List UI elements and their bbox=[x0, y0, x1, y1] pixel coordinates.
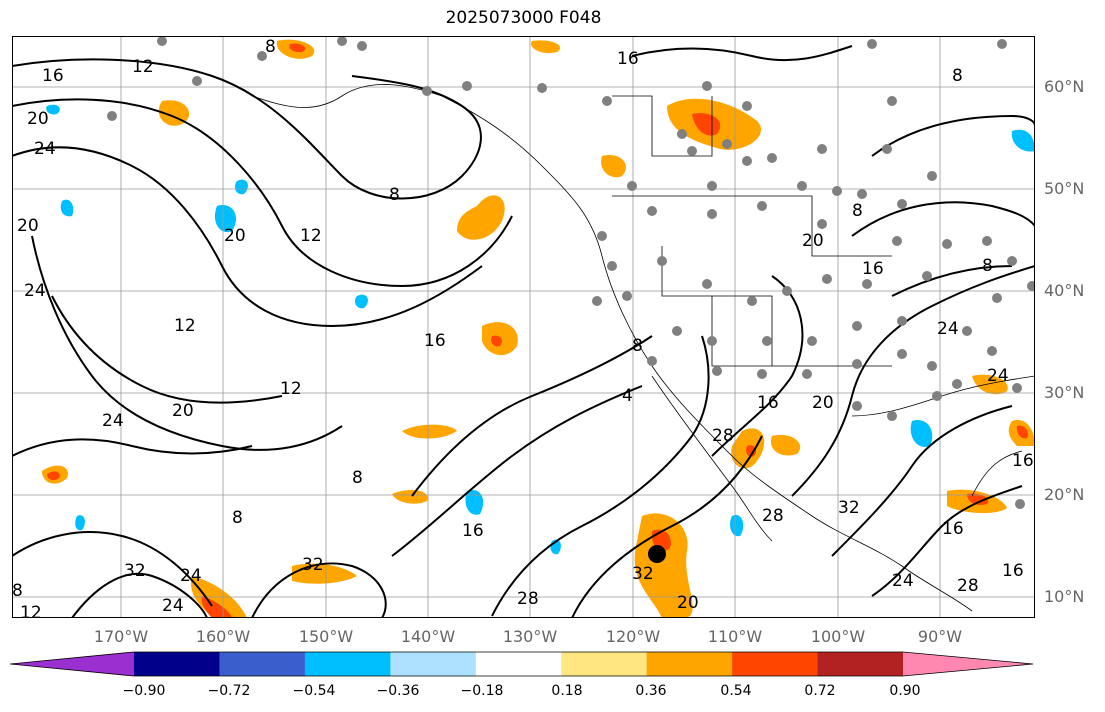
contour-label: 24 bbox=[24, 281, 46, 301]
storm-center-marker bbox=[648, 545, 666, 563]
contour-label: 20 bbox=[17, 216, 39, 236]
colorbar-segment bbox=[561, 652, 648, 676]
colorbar-segment bbox=[817, 652, 904, 676]
lat-tick-label: 20°N bbox=[1044, 485, 1085, 504]
contour-label: 24 bbox=[937, 319, 959, 339]
lat-tick-label: 50°N bbox=[1044, 179, 1085, 198]
contour-label: 8 bbox=[389, 185, 400, 205]
contour-label: 8 bbox=[852, 201, 863, 221]
contour-label: 8 bbox=[352, 468, 363, 488]
colorbar-tick-label: 0.72 bbox=[804, 683, 836, 699]
contour-label: 16 bbox=[1012, 451, 1034, 471]
colorbar-tick-label: −0.18 bbox=[460, 683, 504, 699]
contour-lines bbox=[12, 45, 1035, 618]
contour-label: 32 bbox=[302, 555, 324, 575]
contour-label-group: 8 12 16 16 20 24 8 12 20 20 24 12 16 12 … bbox=[12, 37, 1034, 618]
lat-tick-label: 40°N bbox=[1044, 281, 1085, 300]
colorbar-tick-label: −0.90 bbox=[122, 683, 166, 699]
contour-label: 20 bbox=[677, 593, 699, 613]
graticule bbox=[12, 36, 1035, 618]
contour-label: 8 bbox=[952, 66, 963, 86]
colorbar-tick-label: 0.90 bbox=[889, 683, 921, 699]
contour-label: 28 bbox=[712, 426, 734, 446]
contour-label: 16 bbox=[42, 66, 64, 86]
colorbar-outline bbox=[10, 651, 1034, 677]
lon-tick-label: 150°W bbox=[298, 627, 354, 646]
map-title: 2025073000 F048 bbox=[445, 8, 602, 28]
contour-label: 8 bbox=[265, 37, 276, 57]
contour-label: 16 bbox=[862, 259, 884, 279]
lat-tick-label: 10°N bbox=[1044, 587, 1085, 606]
contour-label: 16 bbox=[462, 521, 484, 541]
contour-label: 20 bbox=[172, 401, 194, 421]
colorbar-tick-label: −0.36 bbox=[376, 683, 420, 699]
lon-tick-label: 170°W bbox=[93, 627, 149, 646]
contour-label: 4 bbox=[622, 386, 633, 406]
contour-label: 24 bbox=[162, 596, 184, 616]
colorbar-extend-low bbox=[10, 652, 134, 676]
colorbar-tick-label: −0.72 bbox=[207, 683, 251, 699]
contour-label: 16 bbox=[617, 49, 639, 69]
contour-label: 28 bbox=[762, 506, 784, 526]
map-frame bbox=[12, 36, 1035, 618]
contour-label: 20 bbox=[812, 393, 834, 413]
contour-label: 16 bbox=[424, 331, 446, 351]
contour-label: 12 bbox=[132, 57, 154, 77]
contour-label: 8 bbox=[232, 508, 243, 528]
contour-label: 8 bbox=[982, 256, 993, 276]
contour-label: 32 bbox=[838, 498, 860, 518]
lon-tick-label: 120°W bbox=[605, 627, 661, 646]
contour-label: 20 bbox=[224, 226, 246, 246]
contour-label: 20 bbox=[802, 231, 824, 251]
colorbar-segment bbox=[134, 652, 220, 676]
contour-label: 24 bbox=[987, 366, 1009, 386]
contour-label: 24 bbox=[892, 571, 914, 591]
contour-label: 20 bbox=[27, 109, 49, 129]
lon-tick-label: 130°W bbox=[502, 627, 558, 646]
lat-tick-label: 30°N bbox=[1044, 383, 1085, 402]
map-panel: 8 12 16 16 20 24 8 12 20 20 24 12 16 12 … bbox=[12, 36, 1035, 618]
colorbar-tick-label: 0.54 bbox=[720, 683, 752, 699]
colorbar-segment bbox=[475, 652, 562, 676]
contour-label: 16 bbox=[1002, 561, 1024, 581]
lon-tick-label: 140°W bbox=[400, 627, 456, 646]
colorbar-extend-high bbox=[903, 652, 1033, 676]
lon-tick-label: 100°W bbox=[810, 627, 866, 646]
contour-label: 32 bbox=[632, 564, 654, 584]
contour-label: 16 bbox=[942, 519, 964, 539]
contour-label: 16 bbox=[757, 393, 779, 413]
colorbar-tick-label: 0.18 bbox=[551, 683, 583, 699]
colorbar-tick-label: −0.54 bbox=[292, 683, 336, 699]
station-dots bbox=[107, 36, 1035, 509]
lat-tick-label: 60°N bbox=[1044, 77, 1085, 96]
lon-tick-label: 90°W bbox=[917, 627, 963, 646]
lon-tick-label: 160°W bbox=[195, 627, 251, 646]
colorbar-segment bbox=[219, 652, 306, 676]
colorbar bbox=[10, 651, 1034, 677]
colorbar-segment bbox=[646, 652, 733, 676]
contour-label: 24 bbox=[102, 411, 124, 431]
contour-label: 12 bbox=[20, 603, 42, 618]
contour-label: 24 bbox=[180, 566, 202, 586]
contour-label: 12 bbox=[174, 316, 196, 336]
coastlines bbox=[251, 84, 1035, 612]
colorbar-segment bbox=[732, 652, 819, 676]
contour-label: 24 bbox=[34, 139, 56, 159]
contour-label: 12 bbox=[300, 226, 322, 246]
contour-label: 8 bbox=[632, 336, 643, 356]
colorbar-segment bbox=[304, 652, 391, 676]
contour-label: 28 bbox=[517, 589, 539, 609]
contour-label: 12 bbox=[280, 379, 302, 399]
lon-tick-label: 110°W bbox=[707, 627, 763, 646]
colorbar-tick-label: 0.36 bbox=[635, 683, 667, 699]
contour-label: 32 bbox=[124, 561, 146, 581]
contour-label: 28 bbox=[957, 576, 979, 596]
colorbar-segment bbox=[390, 652, 477, 676]
contour-label: 8 bbox=[12, 581, 23, 601]
